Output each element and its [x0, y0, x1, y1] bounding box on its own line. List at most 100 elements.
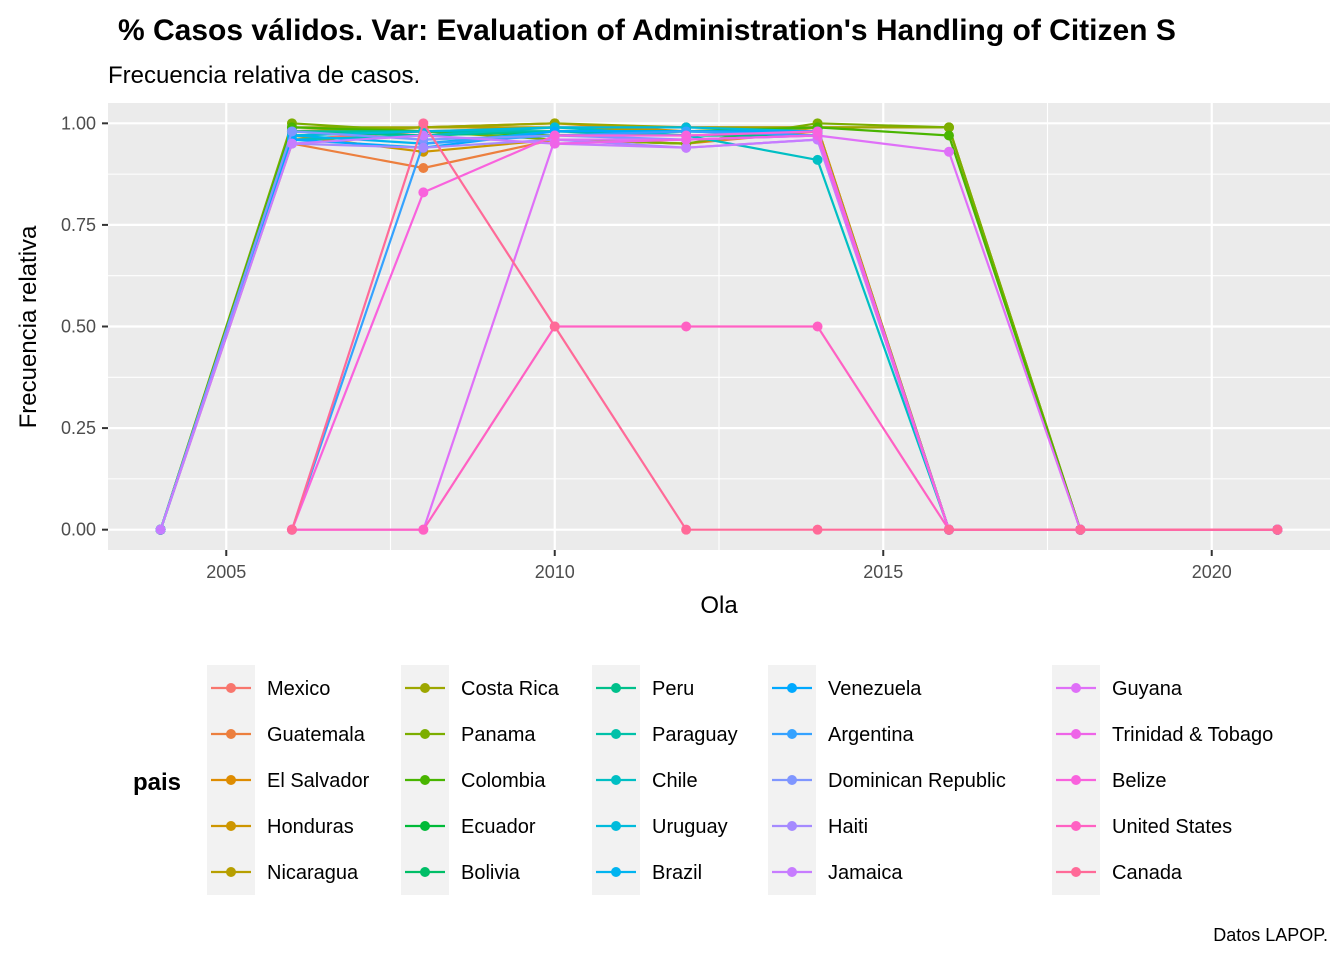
legend-label: Brazil	[652, 862, 702, 884]
data-point	[549, 321, 560, 332]
legend-label: Peru	[652, 678, 694, 700]
data-point	[1075, 524, 1086, 535]
axes: 2005 2010 2015 2020 0.00 0.25 0.50 0.75 1.00	[61, 113, 1232, 582]
legend-label: Dominican Republic	[828, 770, 1006, 792]
legend-label: Mexico	[267, 678, 330, 700]
legend-key-point	[226, 683, 236, 693]
data-point	[681, 142, 692, 153]
legend-label: Trinidad & Tobago	[1112, 724, 1273, 746]
legend-item: Venezuela	[768, 665, 922, 711]
legend-label: Colombia	[461, 770, 546, 792]
legend-item: Uruguay	[592, 803, 728, 849]
legend-key-point	[226, 775, 236, 785]
legend-item: Haiti	[768, 803, 868, 849]
series-lines	[155, 118, 1283, 535]
legend-label: Bolivia	[461, 862, 521, 884]
data-point	[549, 130, 560, 141]
data-point	[418, 118, 429, 129]
x-tick-label: 2005	[206, 562, 246, 582]
legend-key-point	[420, 867, 430, 877]
legend-title: pais	[133, 769, 181, 796]
legend-item: Costa Rica	[401, 665, 560, 711]
legend-item: El Salvador	[207, 757, 370, 803]
legend-key-point	[1071, 729, 1081, 739]
data-point	[418, 142, 429, 153]
legend-key-point	[611, 867, 621, 877]
legend-item: Nicaragua	[207, 849, 359, 895]
legend-key-point	[226, 867, 236, 877]
legend-label: Venezuela	[828, 678, 922, 700]
legend-item: Guyana	[1052, 665, 1183, 711]
data-point	[155, 524, 166, 535]
legend-item: Mexico	[207, 665, 330, 711]
x-axis-title: Ola	[700, 592, 738, 619]
legend-label: Panama	[461, 724, 536, 746]
legend-key-point	[1071, 775, 1081, 785]
series-line	[290, 122, 1278, 531]
legend-key-point	[611, 775, 621, 785]
chart-title: % Casos válidos. Var: Evaluation of Admi…	[118, 14, 1176, 47]
series-canada	[286, 118, 1283, 535]
legend-label: Costa Rica	[461, 678, 560, 700]
legend-key-point	[611, 821, 621, 831]
legend-item: Honduras	[207, 803, 354, 849]
legend-label: United States	[1112, 816, 1232, 838]
data-point	[681, 130, 692, 141]
legend-label: Canada	[1112, 862, 1183, 884]
data-point	[418, 187, 429, 198]
legend-key-point	[1071, 821, 1081, 831]
legend-item: Argentina	[768, 711, 914, 757]
y-axis-title: Frecuencia relativa	[15, 225, 42, 428]
legend-item: Guatemala	[207, 711, 366, 757]
chart-subtitle: Frecuencia relativa de casos.	[108, 62, 420, 89]
legend-key-point	[787, 775, 797, 785]
y-tick-label: 0.50	[61, 317, 96, 337]
legend-key-point	[611, 683, 621, 693]
legend-item: Jamaica	[768, 849, 903, 895]
legend-label: El Salvador	[267, 770, 370, 792]
legend-item: Ecuador	[401, 803, 536, 849]
x-tick-label: 2010	[535, 562, 575, 582]
legend-item: Dominican Republic	[768, 757, 1006, 803]
legend-item: Bolivia	[401, 849, 521, 895]
data-point	[681, 321, 692, 332]
y-tick-label: 0.00	[61, 520, 96, 540]
legend-key-point	[1071, 683, 1081, 693]
legend-item: Paraguay	[592, 711, 738, 757]
data-point	[418, 524, 429, 535]
legend-key-point	[611, 729, 621, 739]
legend-label: Argentina	[828, 724, 914, 746]
legend-key-point	[420, 729, 430, 739]
legend-key-point	[787, 821, 797, 831]
data-point	[943, 122, 954, 133]
x-tick-label: 2015	[863, 562, 903, 582]
data-point	[681, 524, 692, 535]
data-point	[812, 524, 823, 535]
legend-key-point	[787, 867, 797, 877]
legend-key-point	[420, 775, 430, 785]
legend-label: Ecuador	[461, 816, 536, 838]
data-point	[943, 524, 954, 535]
legend-item: Chile	[592, 757, 698, 803]
data-point	[418, 163, 429, 174]
data-point	[943, 130, 954, 141]
y-tick-label: 1.00	[61, 113, 96, 133]
legend-label: Jamaica	[828, 862, 903, 884]
data-point	[1272, 524, 1283, 535]
legend-key-point	[226, 729, 236, 739]
legend-item: Panama	[401, 711, 536, 757]
legend: Mexico Guatemala El Salvador Honduras Nicara…	[207, 665, 1273, 895]
legend-key-point	[226, 821, 236, 831]
legend-label: Paraguay	[652, 724, 738, 746]
data-point	[286, 126, 297, 137]
x-tick-label: 2020	[1192, 562, 1232, 582]
legend-item: Canada	[1052, 849, 1183, 895]
legend-label: Guatemala	[267, 724, 366, 746]
legend-label: Nicaragua	[267, 862, 359, 884]
data-point	[943, 146, 954, 157]
legend-item: Colombia	[401, 757, 546, 803]
legend-label: Guyana	[1112, 678, 1183, 700]
data-point	[812, 321, 823, 332]
chart-caption: Datos LAPOP.	[1213, 925, 1328, 945]
y-tick-label: 0.25	[61, 418, 96, 438]
